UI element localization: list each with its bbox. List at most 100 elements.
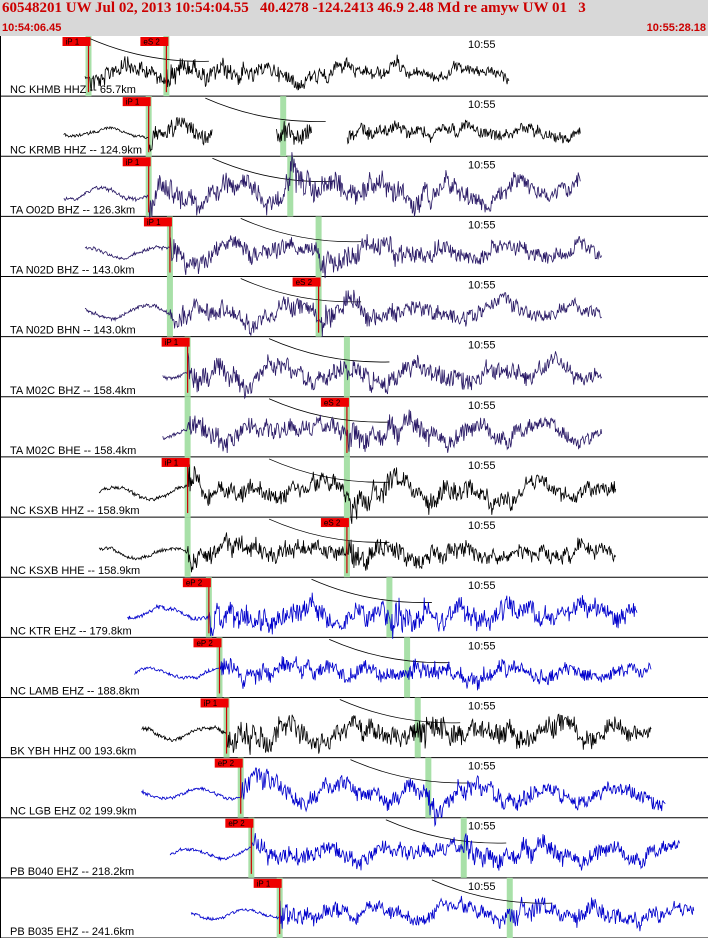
station-label: TA M02C BHZ -- 158.4km [10, 385, 136, 397]
time-tick-label: 10:55 [468, 881, 496, 893]
station-label: NC KRMB HHZ -- 124.9km [10, 144, 142, 156]
time-tick-label: 10:55 [468, 460, 496, 472]
waveform [169, 833, 680, 871]
waveform [84, 54, 510, 92]
waveform [141, 767, 666, 827]
pick-marker [161, 337, 190, 347]
s-phase-band [315, 216, 322, 277]
p-phase-band [166, 276, 173, 337]
theoretical-curve [385, 819, 507, 844]
time-tick-label: 10:55 [468, 400, 496, 412]
trace-panel: iP 1 10:55 TA O02D BHZ -- 126.3km [0, 152, 708, 226]
time-tick-label: 10:55 [468, 520, 496, 532]
waveform [98, 532, 617, 573]
waveform [162, 409, 603, 454]
theoretical-curve [212, 157, 333, 183]
trace-panel: eP 2 10:55 NC KTR EHZ -- 179.8km [0, 577, 708, 639]
pick-label: eS 2 [324, 519, 341, 528]
pick-label: iP 1 [257, 879, 271, 888]
s-phase-band [280, 96, 287, 157]
s-phase-band [425, 757, 432, 818]
trace-panel: iP 1 10:55 NC KSXB HHZ -- 158.9km [0, 456, 708, 524]
waveform [98, 464, 617, 524]
trace-panel: eS 2 10:55 TA M02C BHE -- 158.4km [0, 396, 708, 458]
station-label: NC KTR EHZ -- 179.8km [10, 625, 132, 637]
pick-label: iP 1 [165, 338, 179, 347]
time-tick-label: 10:55 [468, 761, 496, 773]
pick-marker [122, 97, 151, 107]
seismogram-plot: iP 1 eS 2 10:55 NC KHMB HHZ -- 65.7km iP 1 10… [0, 36, 708, 938]
station-label: NC LGB EHZ 02 199.9km [10, 806, 137, 818]
event-header: 60548201 UW Jul 02, 2013 10:54:04.55 40.… [0, 0, 708, 36]
pick-label: iP 1 [204, 699, 218, 708]
pick-marker [253, 878, 282, 888]
trace-panel: iP 1 10:55 BK YBH HHZ 00 193.6km [0, 697, 708, 759]
time-tick-label: 10:55 [468, 340, 496, 352]
pick-marker [200, 698, 229, 708]
waveform [190, 895, 695, 932]
trace-panel: iP 1 eS 2 10:55 NC KHMB HHZ -- 65.7km [0, 36, 708, 97]
pick-label: eS 2 [324, 398, 341, 407]
pick-marker [320, 518, 349, 528]
station-label: PB B035 EHZ -- 241.6km [10, 926, 134, 938]
event-title: 60548201 UW Jul 02, 2013 10:54:04.55 40.… [2, 0, 586, 16]
pick-label: iP 1 [147, 218, 161, 227]
station-label: NC KSXB HHE -- 158.9km [10, 565, 140, 577]
time-tick-label: 10:55 [468, 159, 496, 171]
s-phase-band [386, 577, 393, 638]
pick-label: eS 2 [296, 278, 313, 287]
theoretical-curve [268, 338, 390, 363]
station-label: NC KSXB HHZ -- 158.9km [10, 505, 140, 517]
pick-marker [292, 277, 321, 287]
s-phase-band [460, 817, 467, 878]
pick-marker [161, 457, 190, 467]
waveform [134, 656, 652, 691]
time-tick-label: 10:55 [468, 99, 496, 111]
s-phase-band [404, 637, 411, 698]
pick-label: eP 2 [228, 819, 245, 828]
start-time-label: 10:54:06.45 [2, 22, 62, 34]
trace-panel: eP 2 10:55 NC LAMB EHZ -- 188.8km [0, 637, 708, 698]
trace-panel: iP 1 10:55 TA N02D BHZ -- 143.0km [0, 216, 708, 279]
trace-panel: eS 2 10:55 TA N02D BHN -- 143.0km [0, 276, 708, 338]
pick-marker [193, 638, 222, 648]
trace-panel: iP 1 10:55 NC KRMB HHZ -- 124.9km [0, 96, 708, 157]
time-tick-label: 10:55 [468, 39, 496, 51]
pick-label: eP 2 [218, 759, 235, 768]
theoretical-curve [329, 638, 450, 664]
pick-label: eP 2 [196, 639, 213, 648]
pick-marker [122, 157, 151, 167]
theoretical-curve [268, 398, 390, 423]
station-label: TA N02D BHN -- 143.0km [10, 325, 136, 337]
time-tick-label: 10:55 [468, 700, 496, 712]
theoretical-curve [339, 699, 461, 724]
trace-panel: eS 2 10:55 NC KSXB HHE -- 158.9km [0, 517, 708, 578]
pick-label: iP 1 [126, 158, 140, 167]
pick-marker [320, 397, 349, 407]
pick-marker [143, 217, 172, 227]
theoretical-curve [240, 218, 362, 243]
station-label: NC LAMB EHZ -- 188.8km [10, 685, 140, 697]
pick-marker [140, 37, 169, 46]
station-label: BK YBH HHZ 00 193.6km [10, 746, 136, 758]
pick-marker [225, 818, 254, 828]
pick-marker [182, 578, 211, 588]
theoretical-curve [268, 458, 390, 483]
station-label: TA M02C BHE -- 158.4km [10, 445, 136, 457]
pick-label: iP 1 [66, 38, 80, 47]
station-label: PB B040 EHZ -- 218.2km [10, 866, 134, 878]
s-phase-band [506, 877, 513, 938]
pick-marker [214, 758, 243, 768]
waveform [127, 592, 638, 639]
station-label: TA O02D BHZ -- 126.3km [10, 204, 135, 216]
pick-label: iP 1 [165, 458, 179, 467]
pick-label: eP 2 [186, 579, 203, 588]
waveform [84, 289, 602, 337]
s-phase-band [343, 456, 350, 518]
trace-panel: iP 1 10:55 PB B035 EHZ -- 241.6km [0, 877, 708, 938]
end-time-label: 10:55:28.18 [646, 22, 706, 34]
waveform [141, 713, 652, 755]
station-label: TA N02D BHZ -- 143.0km [10, 265, 135, 277]
waveform [84, 234, 602, 279]
theoretical-curve [205, 97, 326, 122]
